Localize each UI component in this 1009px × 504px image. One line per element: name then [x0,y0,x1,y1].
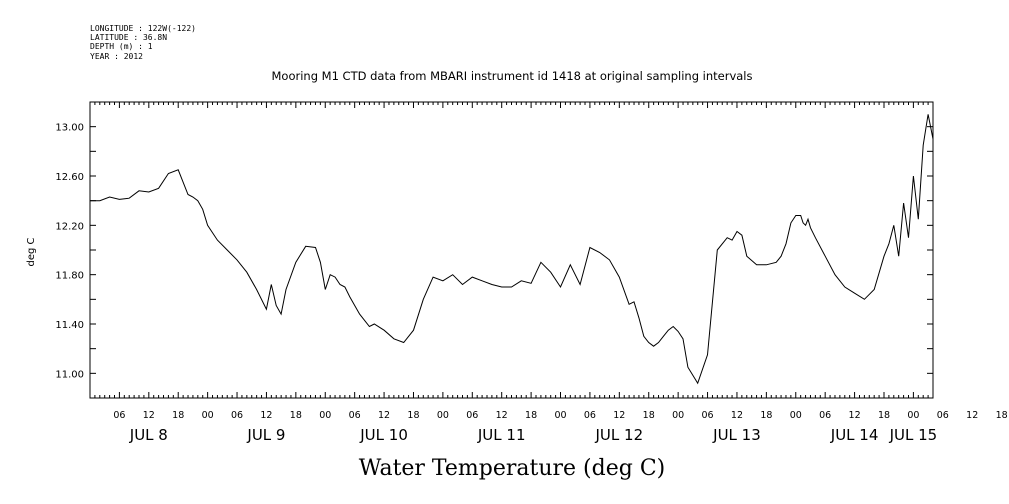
x-tick-label: 06 [819,410,831,421]
series-line-water-temperature [90,114,934,385]
x-day-label: JUL 12 [595,426,644,444]
x-tick-label: 18 [996,410,1008,421]
y-tick-labels: 11.00 11.40 11.80 12.20 12.60 13.00 [55,123,84,381]
x-tick-label: 12 [613,410,625,421]
x-tick-label: 18 [643,410,655,421]
x-tick-label: 18 [760,410,772,421]
x-tick-label: 18 [525,410,537,421]
x-day-label: JUL 14 [830,426,879,444]
x-tick-label: 06 [701,410,713,421]
meta-depth: DEPTH (m) : 1 [90,42,153,51]
x-tick-label: 12 [496,410,508,421]
x-day-label: JUL 10 [359,426,408,444]
x-tick-label: 00 [319,410,331,421]
x-day-label: JUL 9 [246,426,285,444]
x-tick-label: 06 [231,410,243,421]
x-day-labels: JUL 8 JUL 9 JUL 10 JUL 11 JUL 12 JUL 13 JUL 14… [129,426,937,444]
metadata-block: LONGITUDE : 122W(-122) LATITUDE : 36.8N … [90,24,196,61]
x-tick-label: 00 [672,410,684,421]
x-tick-label: 00 [437,410,449,421]
y-axis-label: deg C [26,237,37,266]
meta-year: YEAR : 2012 [90,52,143,61]
x-day-label: JUL 15 [889,426,938,444]
y-tick-label: 11.80 [55,271,84,282]
meta-latitude: LATITUDE : 36.8N [90,33,167,42]
chart-title: Mooring M1 CTD data from MBARI instrumen… [272,69,753,83]
x-tick-label: 18 [878,410,890,421]
x-tick-label: 12 [260,410,272,421]
x-tick-label: 12 [378,410,390,421]
x-day-label: JUL 8 [129,426,168,444]
x-tick-label: 06 [349,410,361,421]
x-day-label: JUL 13 [712,426,761,444]
x-tick-label: 18 [290,410,302,421]
x-tick-label: 00 [554,410,566,421]
y-tick-label: 13.00 [55,123,84,134]
meta-longitude: LONGITUDE : 122W(-122) [90,24,196,33]
x-tick-label: 12 [966,410,978,421]
axis-ticks [89,101,934,399]
x-tick-label: 00 [202,410,214,421]
x-tick-label: 06 [584,410,596,421]
x-tick-label: 12 [731,410,743,421]
x-tick-label: 12 [143,410,155,421]
x-axis-label: Water Temperature (deg C) [359,456,666,481]
x-day-label: JUL 11 [477,426,526,444]
x-tick-label: 06 [466,410,478,421]
y-tick-label: 12.20 [55,221,84,232]
y-tick-label: 11.40 [55,320,84,331]
x-tick-label: 06 [113,410,125,421]
x-tick-label: 18 [407,410,419,421]
x-tick-labels: 06 12 18 00 06 12 18 00 06 12 18 00 06 12 18 00 06 12 18 00… [113,410,1008,421]
x-tick-label: 00 [790,410,802,421]
x-tick-label: 00 [907,410,919,421]
y-tick-label: 11.00 [55,369,84,380]
x-tick-label: 18 [172,410,184,421]
x-tick-label: 06 [937,410,949,421]
x-tick-label: 12 [849,410,861,421]
y-tick-label: 12.60 [55,172,84,183]
plot-frame [89,101,934,399]
